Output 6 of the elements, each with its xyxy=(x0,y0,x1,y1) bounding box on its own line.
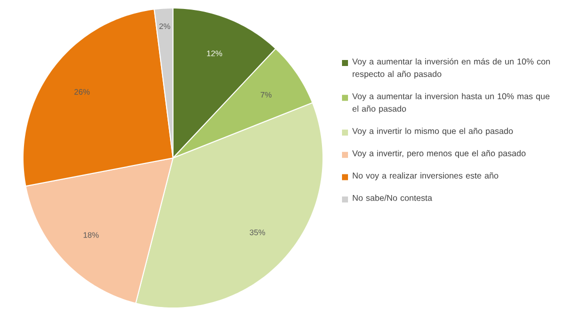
legend-label: Voy a invertir, pero menos que el año pasado xyxy=(352,150,526,158)
legend-label: No sabe/No contesta xyxy=(352,194,432,201)
legend-label: No voy a realizar inversiones este año xyxy=(352,172,498,180)
legend-label: Voy a aumentar la inversion hasta un 10% mas que el año pasado xyxy=(352,93,550,114)
legend-label: Voy a invertir lo mismo que el año pasado xyxy=(352,128,513,136)
legend-label: Voy a aumentar la inversión en más de un 10% con respecto al año pasado xyxy=(352,58,550,79)
